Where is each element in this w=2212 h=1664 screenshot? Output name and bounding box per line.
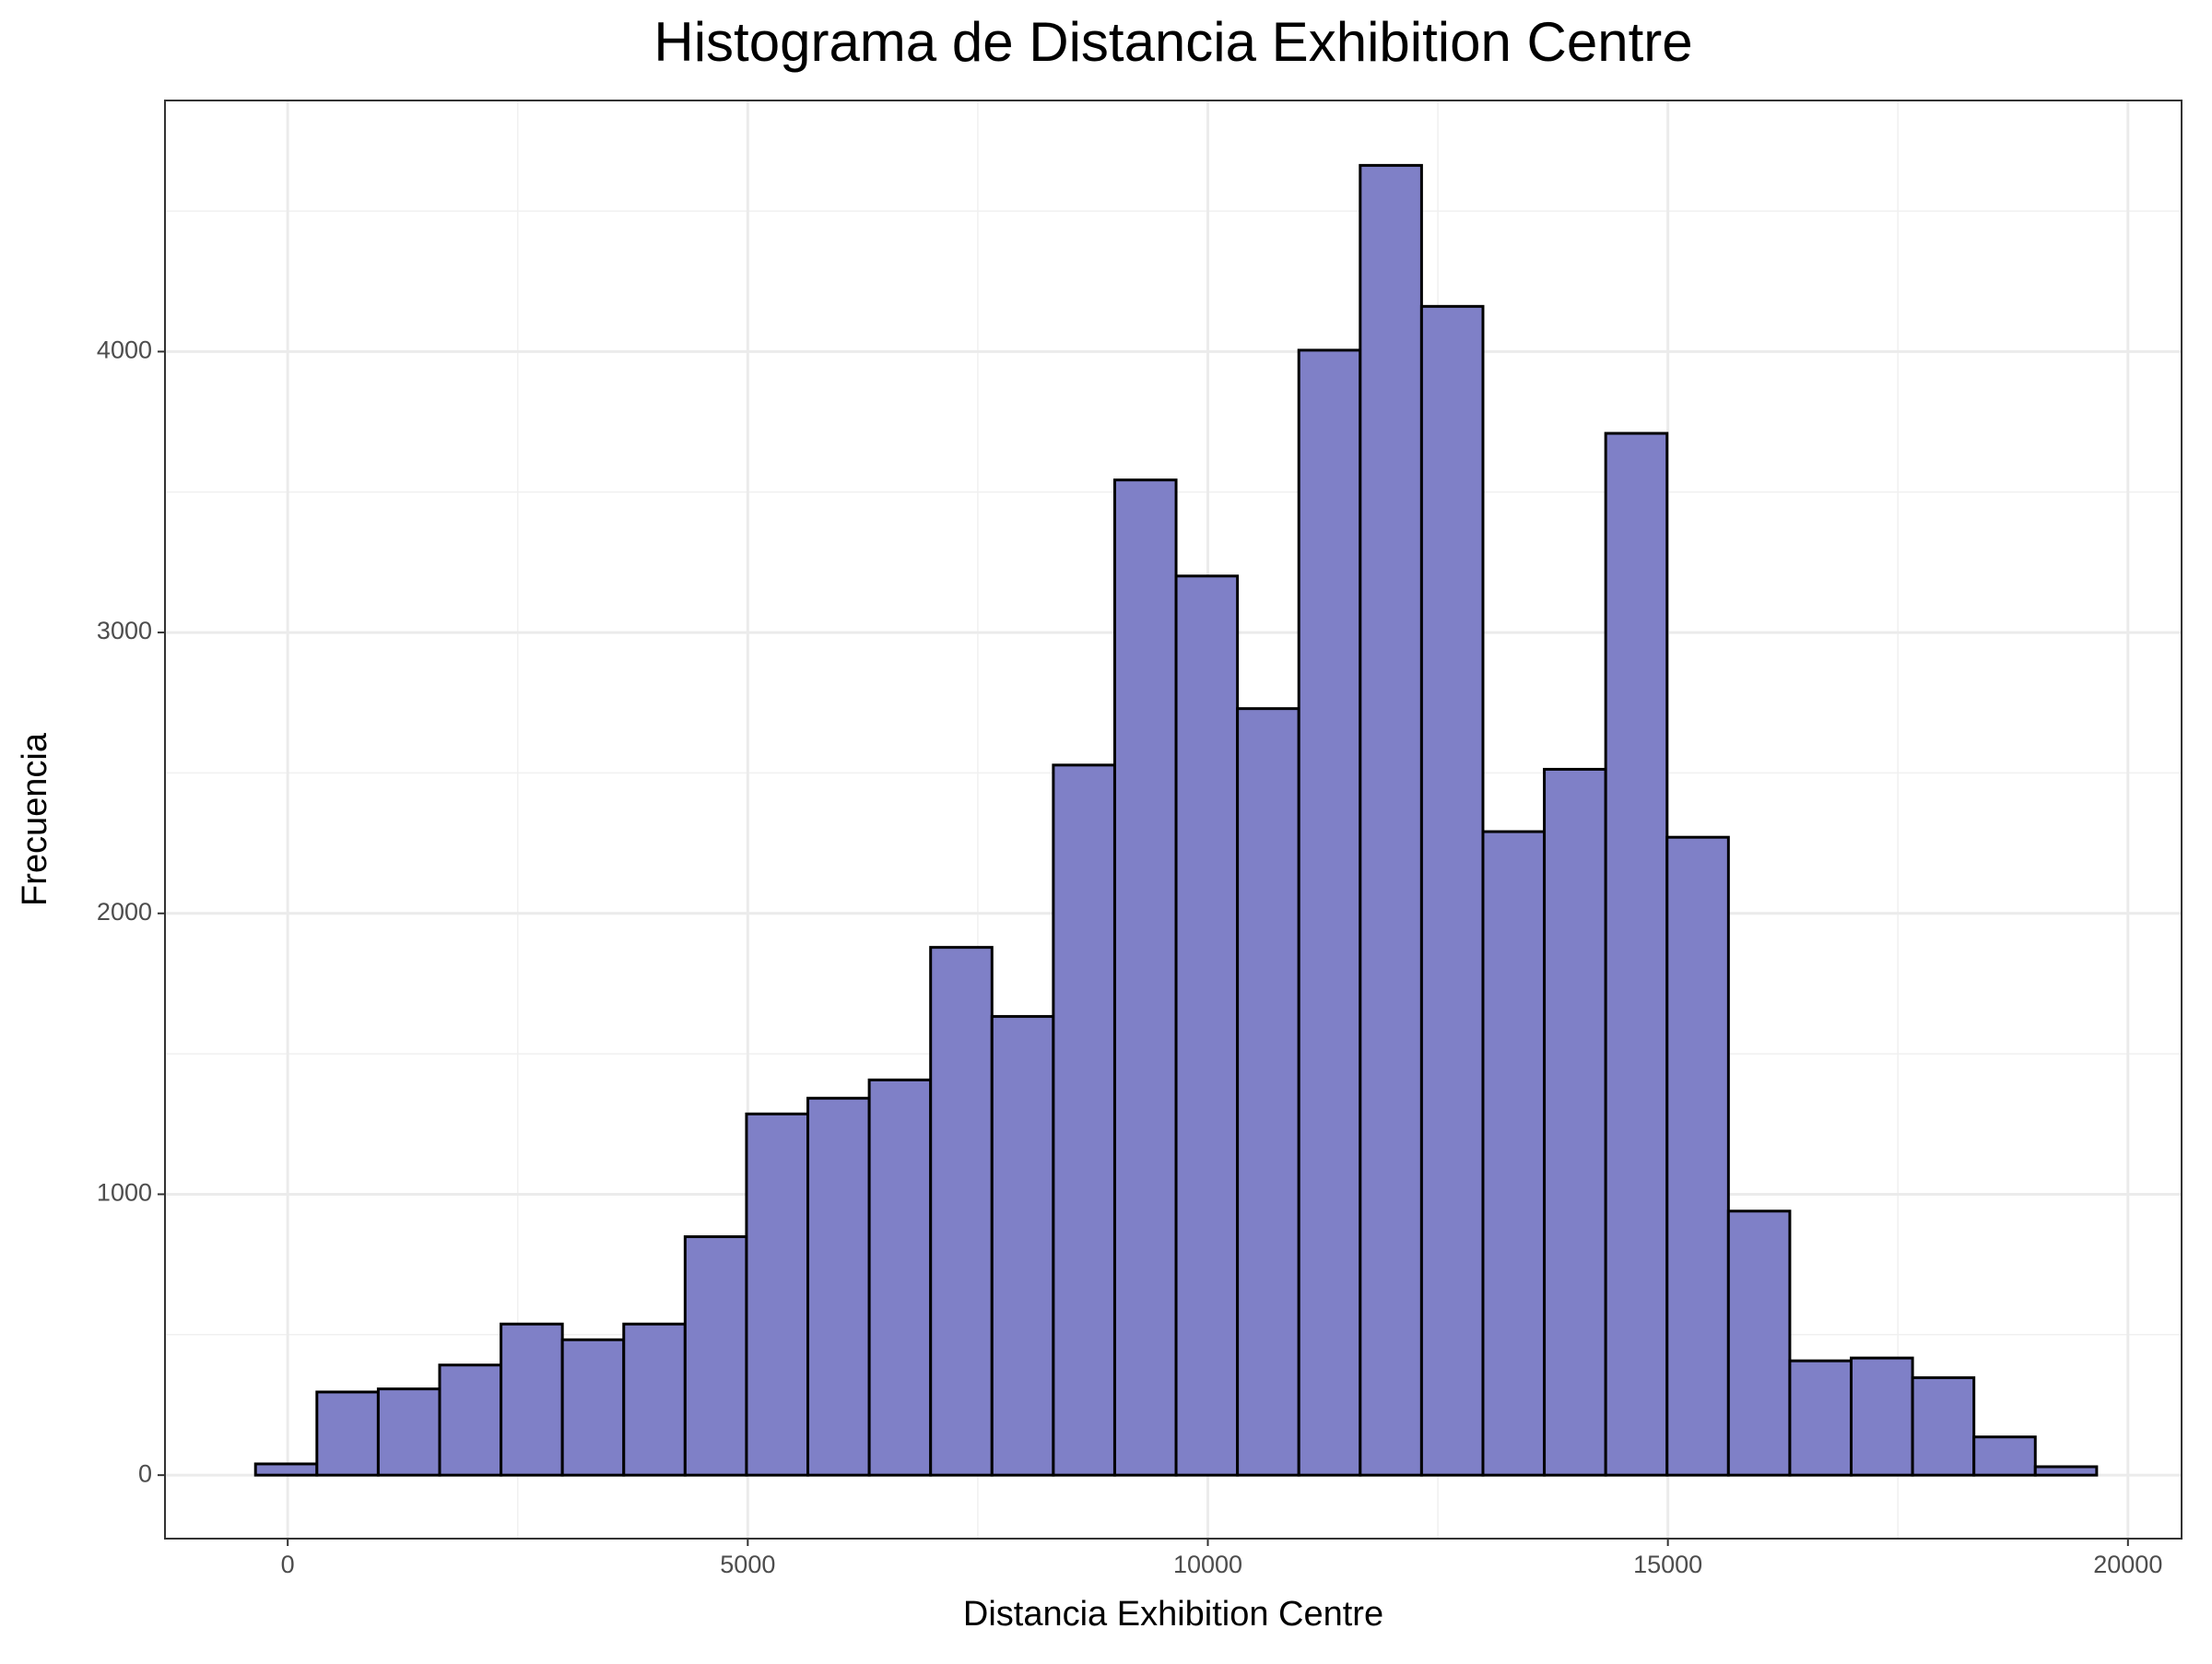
bar	[376, 1387, 441, 1477]
bar	[1112, 478, 1178, 1477]
bar	[560, 1338, 626, 1477]
x-axis-label: Distancia Exhibition Centre	[963, 1595, 1383, 1634]
bar	[683, 1234, 748, 1477]
bar	[1788, 1359, 1853, 1477]
bar	[1726, 1210, 1792, 1477]
x-tick-label: 15000	[1633, 1551, 1702, 1578]
y-tick-label: 2000	[97, 898, 152, 926]
bar	[867, 1078, 933, 1477]
y-tick-label: 1000	[97, 1179, 152, 1207]
bar	[2033, 1465, 2099, 1477]
bar	[500, 1322, 564, 1477]
bar	[990, 1015, 1055, 1477]
bar	[438, 1363, 503, 1477]
bar	[315, 1390, 380, 1477]
bar	[1174, 574, 1240, 1477]
x-tick-label: 20000	[2093, 1551, 2162, 1578]
y-tick-label: 4000	[97, 336, 152, 364]
bar	[1604, 431, 1669, 1477]
bar	[1850, 1356, 1914, 1477]
x-tick-label: 10000	[1173, 1551, 1242, 1578]
bar	[929, 946, 994, 1477]
bar	[1052, 763, 1116, 1477]
y-axis-label: Frecuencia	[16, 732, 54, 906]
y-tick-label: 3000	[97, 617, 152, 644]
bar	[1911, 1375, 1976, 1477]
bar	[1665, 835, 1730, 1477]
bar	[745, 1112, 810, 1477]
bar	[1419, 304, 1485, 1477]
bar	[1297, 348, 1362, 1477]
x-tick-label: 5000	[720, 1551, 775, 1578]
bar	[253, 1462, 319, 1477]
bar	[1481, 830, 1547, 1477]
bar	[1236, 707, 1300, 1477]
bar	[622, 1322, 687, 1477]
bar	[806, 1096, 871, 1477]
x-tick-label: 0	[281, 1551, 295, 1578]
y-tick-label: 0	[138, 1459, 152, 1487]
panel-border	[164, 100, 2183, 1540]
bar	[1543, 767, 1607, 1477]
bar	[1359, 163, 1423, 1477]
bar	[1972, 1435, 2037, 1477]
chart-title: Histograma de Distancia Exhibition Centr…	[653, 11, 1692, 73]
